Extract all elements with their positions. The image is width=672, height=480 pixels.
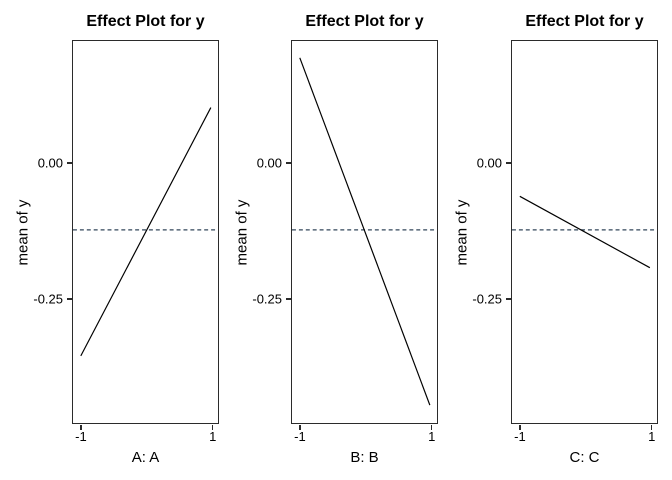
y-tick-mark <box>66 162 72 164</box>
y-axis-label-wrap: mean of y <box>453 41 471 423</box>
x-tick-label: 1 <box>648 429 656 444</box>
y-tick-label: 0.00 <box>37 155 63 171</box>
x-tick-label: 1 <box>428 429 436 444</box>
y-tick-label: -0.25 <box>472 291 502 307</box>
x-tick-label: -1 <box>75 429 87 444</box>
y-tick-label: -0.25 <box>252 291 282 307</box>
panel-title: Effect Plot for y <box>525 13 644 31</box>
effect-panel-a: Effect Plot for y mean of y A: A 0.00 -0.… <box>15 13 219 466</box>
y-tick-mark <box>505 162 511 164</box>
panel-title: Effect Plot for y <box>86 13 205 31</box>
y-tick-mark <box>285 298 291 300</box>
x-axis-label: A: A <box>131 449 160 466</box>
y-tick-mark <box>285 162 291 164</box>
x-tick-label: -1 <box>514 429 526 444</box>
effect-panel-b: Effect Plot for y mean of y B: B 0.00 -0.… <box>234 13 438 466</box>
x-tick-mark <box>299 424 301 430</box>
x-tick-mark <box>519 424 521 430</box>
effect-line <box>299 57 431 406</box>
panel-title: Effect Plot for y <box>305 13 424 31</box>
x-tick-mark <box>430 424 433 430</box>
x-tick-mark <box>650 424 653 430</box>
plot-area <box>292 57 437 406</box>
y-axis-label-wrap: mean of y <box>233 41 251 423</box>
x-tick-label: -1 <box>294 429 306 444</box>
y-axis-label: mean of y <box>233 199 251 265</box>
y-tick-label: 0.00 <box>256 155 282 171</box>
x-axis-label: C: C <box>569 449 600 466</box>
plot-area <box>73 107 218 357</box>
x-tick-mark <box>80 424 82 430</box>
effect-panel-c: Effect Plot for y mean of y C: C 0.00 -0.… <box>454 13 658 466</box>
effect-line <box>519 195 651 269</box>
plot-area <box>512 195 657 269</box>
x-axis-label: B: B <box>350 449 379 466</box>
y-axis-label-wrap: mean of y <box>14 41 32 423</box>
y-tick-label: 0.00 <box>476 155 502 171</box>
y-tick-label: -0.25 <box>33 291 63 307</box>
y-axis-label: mean of y <box>453 199 471 265</box>
y-tick-mark <box>66 298 72 300</box>
x-tick-mark <box>211 424 214 430</box>
y-axis-label: mean of y <box>14 199 32 265</box>
effect-line <box>80 107 212 357</box>
y-tick-mark <box>505 298 511 300</box>
x-tick-label: 1 <box>209 429 217 444</box>
